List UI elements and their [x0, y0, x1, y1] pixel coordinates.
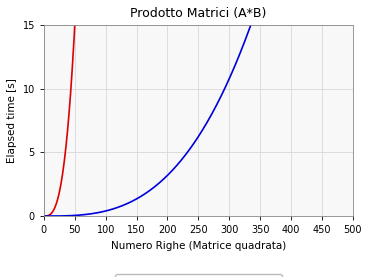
- Manual: [73, 11, 77, 15]
- MatLab alg.: [73, 214, 77, 217]
- MatLab alg.: [178, 160, 182, 163]
- Title: Prodotto Matrici (A*B): Prodotto Matrici (A*B): [130, 7, 266, 20]
- MatLab alg.: [167, 172, 171, 176]
- X-axis label: Numero Righe (Matrice quadrata): Numero Righe (Matrice quadrata): [111, 241, 286, 251]
- MatLab alg.: [254, 9, 258, 12]
- Line: MatLab alg.: MatLab alg.: [44, 0, 353, 216]
- Manual: [42, 214, 46, 218]
- Y-axis label: Elapsed time [s]: Elapsed time [s]: [7, 78, 17, 163]
- Legend: MatLab alg., Manual: MatLab alg., Manual: [115, 274, 282, 277]
- Line: Manual: Manual: [44, 0, 353, 216]
- MatLab alg.: [42, 214, 46, 218]
